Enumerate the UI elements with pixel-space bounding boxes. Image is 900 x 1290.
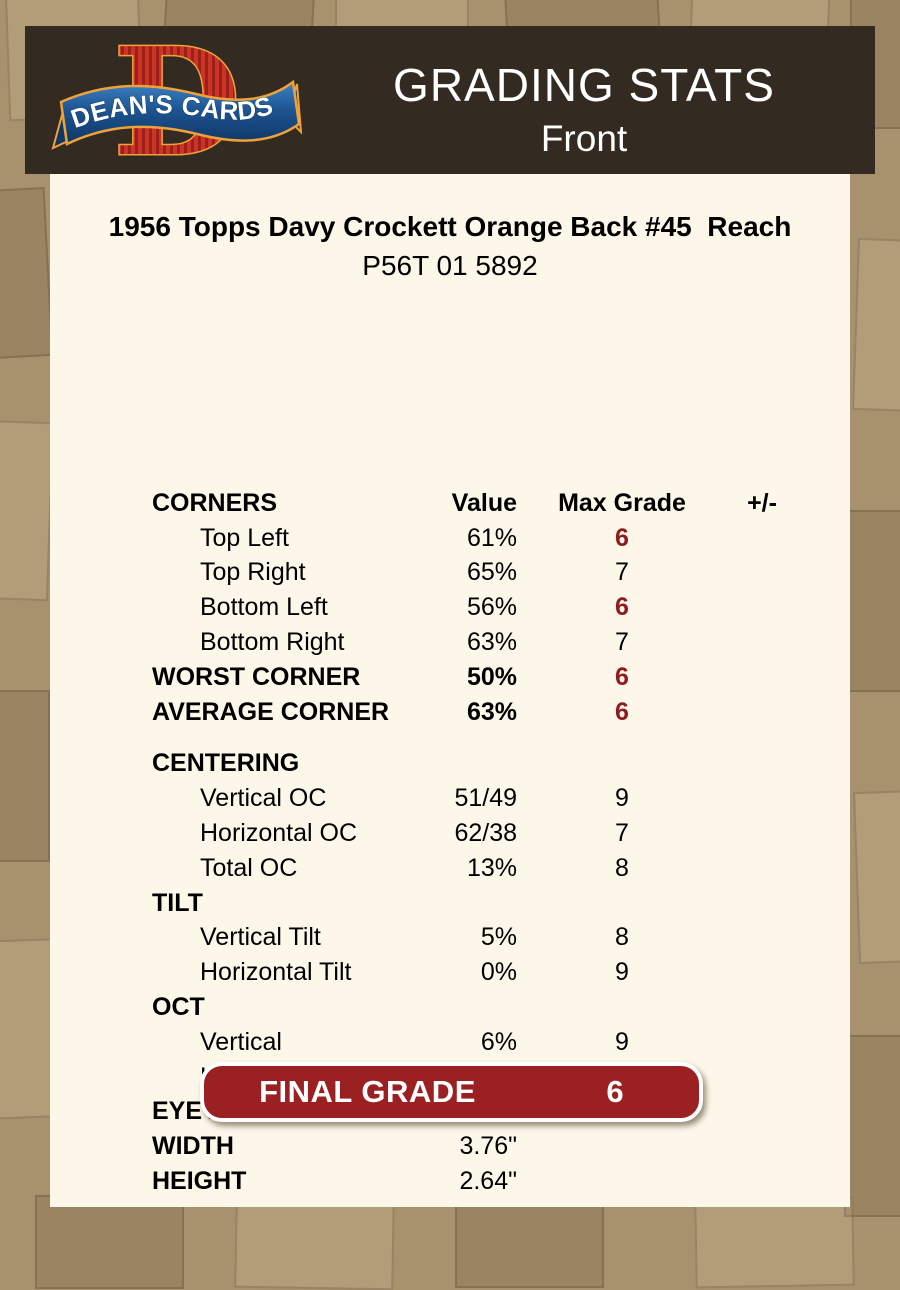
row-grade: 6 xyxy=(615,523,629,552)
logo-ribbon xyxy=(59,79,301,146)
background-card xyxy=(0,187,54,362)
row-oct-vertical: Vertical 6% 9 xyxy=(152,1025,832,1060)
row-value: 0% xyxy=(480,958,517,987)
row-label: Total OC xyxy=(200,853,298,882)
row-label: Top Left xyxy=(200,523,289,552)
row-label: Vertical Tilt xyxy=(200,923,321,952)
row-grade: 9 xyxy=(615,958,629,987)
column-header-value: Value xyxy=(451,488,517,517)
row-grade: 7 xyxy=(615,558,629,587)
row-label: Vertical OC xyxy=(200,784,327,813)
row-grade: 8 xyxy=(615,853,629,882)
background-card xyxy=(694,1196,855,1289)
row-height: HEIGHT 2.64" xyxy=(152,1164,832,1199)
row-value: 63% xyxy=(466,628,517,657)
row-bottom-right: Bottom Right 63% 7 xyxy=(152,625,832,660)
row-value: 5% xyxy=(480,923,517,952)
section-oct: OCT xyxy=(152,990,832,1025)
row-value: 50% xyxy=(466,662,517,691)
background-card xyxy=(0,690,50,862)
row-value: 3.76" xyxy=(459,1132,517,1161)
page-title: GRADING STATS xyxy=(393,59,775,111)
row-vertical-tilt: Vertical Tilt 5% 8 xyxy=(152,921,832,956)
section-label: OCT xyxy=(152,993,205,1022)
column-header-max-grade: Max Grade xyxy=(558,488,686,517)
row-bottom-left: Bottom Left 56% 6 xyxy=(152,590,832,625)
background-card xyxy=(844,1035,900,1217)
grading-table: CORNERS Value Max Grade +/- Top Left 61%… xyxy=(152,486,832,1199)
background-card xyxy=(853,787,900,965)
row-top-left: Top Left 61% 6 xyxy=(152,521,832,556)
row-width: WIDTH 3.76" xyxy=(152,1129,832,1164)
row-label: HEIGHT xyxy=(152,1167,247,1196)
row-worst-corner: WORST CORNER 50% 6 xyxy=(152,660,832,695)
final-grade-label: FINAL GRADE xyxy=(259,1074,476,1109)
row-vertical-oc: Vertical OC 51/49 9 xyxy=(152,781,832,816)
row-label: Horizontal OC xyxy=(200,819,357,848)
section-tilt: TILT xyxy=(152,886,832,921)
row-horizontal-tilt: Horizontal Tilt 0% 9 xyxy=(152,955,832,990)
row-value: 63% xyxy=(466,697,517,726)
table-header-row: CORNERS Value Max Grade +/- xyxy=(152,486,832,521)
section-label: TILT xyxy=(152,888,203,917)
row-value: 13% xyxy=(466,853,517,882)
row-grade: 9 xyxy=(615,784,629,813)
row-average-corner: AVERAGE CORNER 63% 6 xyxy=(152,695,832,730)
background-card xyxy=(848,510,900,692)
column-header-corners: CORNERS xyxy=(152,488,278,517)
card-title: 1956 Topps Davy Crockett Orange Back #45… xyxy=(108,211,792,242)
row-total-oc: Total OC 13% 8 xyxy=(152,851,832,886)
report-panel: 1956 Topps Davy Crockett Orange Back #45… xyxy=(50,174,850,1207)
row-value: 2.64" xyxy=(459,1167,517,1196)
background-card xyxy=(234,1198,395,1290)
final-grade-button[interactable]: FINAL GRADE 6 xyxy=(200,1062,703,1122)
row-top-right: Top Right 65% 7 xyxy=(152,556,832,591)
page-subtitle: Front xyxy=(540,118,628,159)
row-label: Top Right xyxy=(200,558,306,587)
row-horizontal-oc: Horizontal OC 62/38 7 xyxy=(152,816,832,851)
column-header-plus-minus: +/- xyxy=(747,488,777,517)
row-label: Horizontal Tilt xyxy=(200,958,352,987)
section-label: CENTERING xyxy=(152,749,300,778)
background-card xyxy=(0,417,55,602)
background-card xyxy=(852,237,900,415)
row-grade: 7 xyxy=(615,628,629,657)
deans-cards-logo: D DEAN'S CARDS xyxy=(51,28,303,174)
row-value: 61% xyxy=(466,523,517,552)
row-label: Bottom Right xyxy=(200,628,345,657)
row-label: AVERAGE CORNER xyxy=(152,697,390,726)
section-centering: CENTERING xyxy=(152,747,832,782)
background-card xyxy=(455,1196,604,1288)
row-grade: 9 xyxy=(615,1027,629,1056)
background-card xyxy=(35,1195,184,1289)
row-grade: 7 xyxy=(615,819,629,848)
row-grade: 6 xyxy=(615,697,629,726)
row-value: 62/38 xyxy=(454,819,517,848)
row-value: 65% xyxy=(466,558,517,587)
page-header: D DEAN'S CARDS GRADING STATS Front xyxy=(25,26,875,174)
row-value: 6% xyxy=(480,1027,517,1056)
row-grade: 6 xyxy=(615,662,629,691)
row-label: Bottom Left xyxy=(200,593,328,622)
row-grade: 8 xyxy=(615,923,629,952)
row-value: 56% xyxy=(466,593,517,622)
row-value: 51/49 xyxy=(454,784,517,813)
row-label: WIDTH xyxy=(152,1132,234,1161)
row-label: WORST CORNER xyxy=(152,662,361,691)
row-grade: 6 xyxy=(615,593,629,622)
card-serial-number: P56T 01 5892 xyxy=(362,249,538,281)
row-label: Vertical xyxy=(200,1027,282,1056)
final-grade-value: 6 xyxy=(606,1074,624,1109)
